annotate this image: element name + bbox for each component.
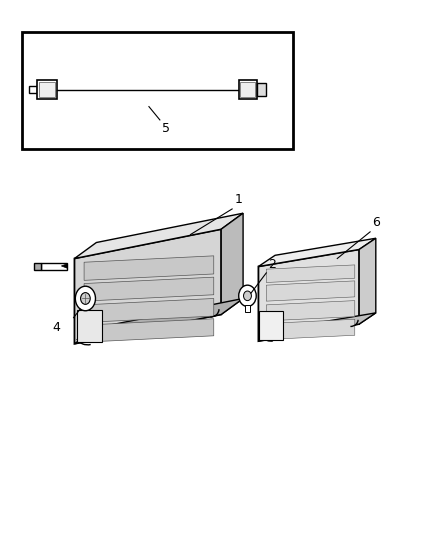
Circle shape xyxy=(75,286,95,311)
Bar xyxy=(22,32,293,149)
Circle shape xyxy=(239,285,256,306)
Bar xyxy=(240,82,255,97)
Bar xyxy=(77,310,102,342)
Bar xyxy=(39,82,55,97)
Text: 2: 2 xyxy=(268,258,276,271)
Bar xyxy=(29,86,37,93)
Polygon shape xyxy=(258,313,376,341)
Polygon shape xyxy=(359,238,376,324)
Bar xyxy=(41,263,67,270)
Bar xyxy=(34,263,41,270)
Polygon shape xyxy=(84,319,214,342)
Text: 1: 1 xyxy=(234,193,242,206)
Bar xyxy=(239,80,257,99)
Polygon shape xyxy=(266,281,355,301)
Polygon shape xyxy=(84,256,214,280)
Polygon shape xyxy=(258,249,359,341)
Circle shape xyxy=(81,293,90,304)
Bar xyxy=(259,311,283,340)
Bar xyxy=(37,80,57,99)
Polygon shape xyxy=(84,298,214,322)
Polygon shape xyxy=(61,264,67,268)
Text: 6: 6 xyxy=(372,216,380,229)
Bar xyxy=(257,83,266,96)
Polygon shape xyxy=(266,265,355,282)
Text: 5: 5 xyxy=(162,122,170,135)
Polygon shape xyxy=(266,301,355,321)
Polygon shape xyxy=(74,298,243,344)
Polygon shape xyxy=(258,238,376,266)
Circle shape xyxy=(244,291,251,301)
Polygon shape xyxy=(84,277,214,301)
Polygon shape xyxy=(221,213,243,314)
Bar xyxy=(245,305,250,312)
Polygon shape xyxy=(266,319,355,340)
Text: 4: 4 xyxy=(53,321,60,334)
Polygon shape xyxy=(74,213,243,259)
Polygon shape xyxy=(74,229,221,344)
